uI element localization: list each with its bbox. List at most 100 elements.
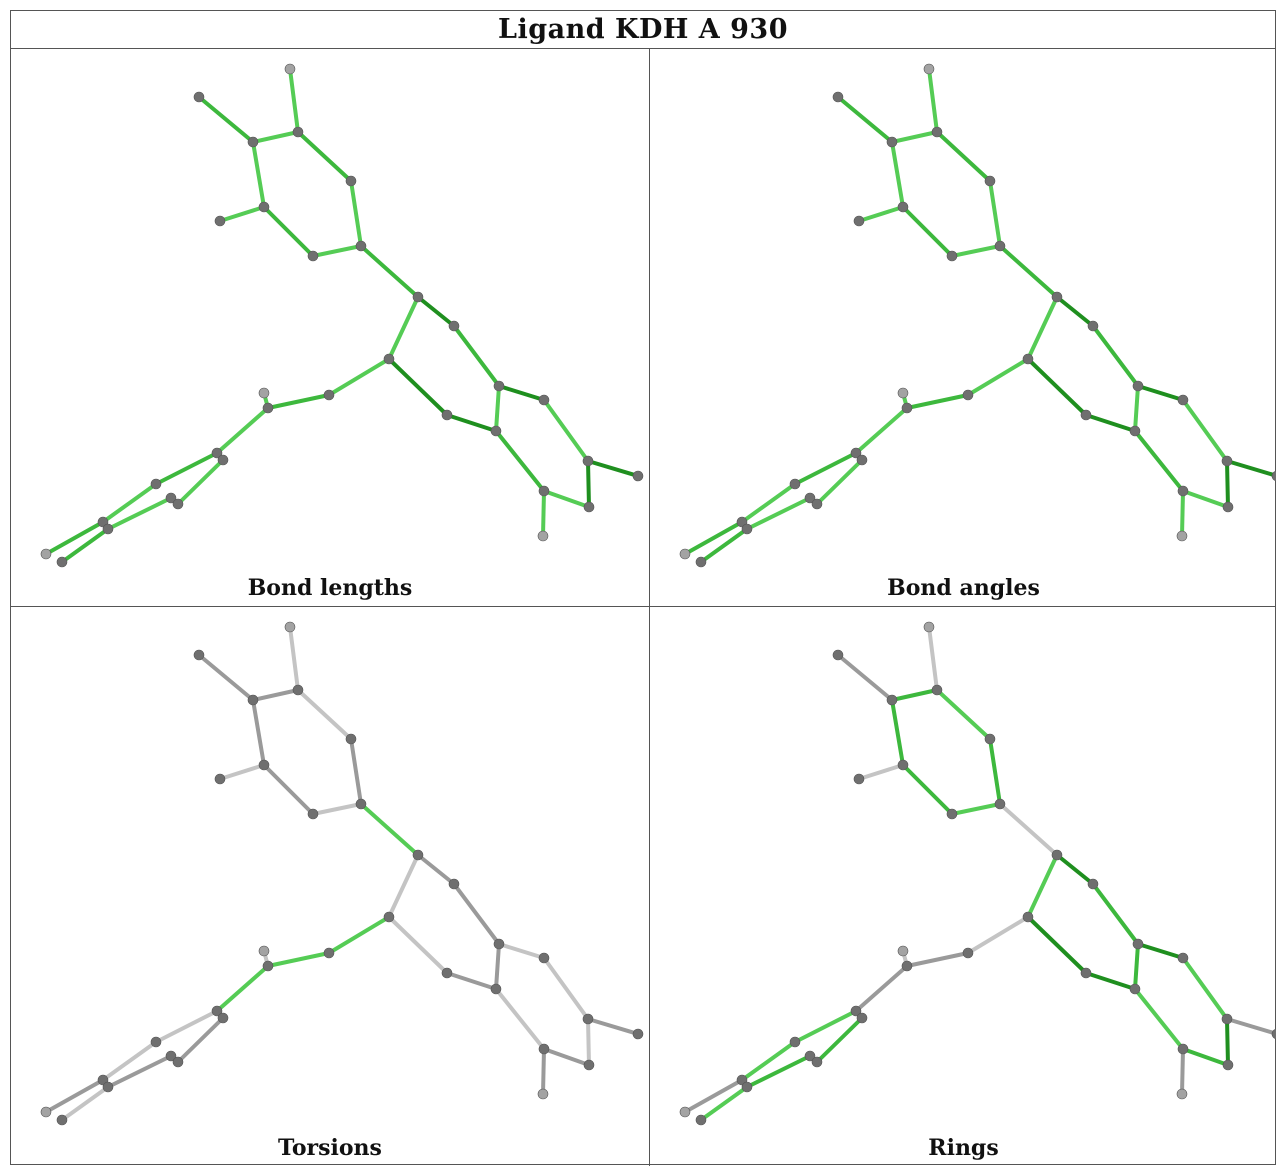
bond-a19-a27 (1133, 987, 1185, 1051)
atom-a21 (217, 454, 229, 466)
atom-a30 (741, 523, 753, 535)
atom-a10 (1051, 291, 1063, 303)
bond-a22-a29 (101, 482, 158, 524)
atom-a32 (56, 556, 68, 568)
bond-a3-a7 (890, 698, 905, 767)
bond-a21-a24 (176, 1016, 225, 1064)
atom-a14 (1177, 952, 1189, 964)
molecule-bond-lengths (40, 63, 644, 568)
atom-a30 (102, 1081, 114, 1093)
bond-a6-a7 (218, 205, 266, 223)
atom-a1 (923, 621, 935, 633)
bond-a13-a19 (494, 384, 501, 433)
atom-a27 (538, 1043, 550, 1055)
bond-a16-a20 (854, 964, 909, 1013)
atom-a10 (412, 291, 424, 303)
bond-a29-a31 (683, 1078, 744, 1114)
bond-a8-a9 (311, 244, 363, 258)
bond-a6-a7 (218, 763, 266, 781)
atom-a28 (583, 501, 595, 513)
atom-a7 (258, 759, 270, 771)
atom-a32 (695, 556, 707, 568)
atom-a3 (886, 694, 898, 706)
bond-a1-a4 (927, 625, 939, 692)
bond-a27-a33 (541, 489, 546, 538)
atom-a16 (262, 960, 274, 972)
atom-a18 (441, 409, 453, 421)
atom-a20 (850, 447, 862, 459)
atom-a31 (679, 548, 691, 560)
atom-a6 (214, 215, 226, 227)
bond-a4-a5 (296, 688, 353, 741)
atom-a3 (247, 136, 259, 148)
bond-a2-a3 (197, 95, 255, 144)
atom-a16 (262, 402, 274, 414)
molecule-graph (679, 621, 1276, 1126)
atom-a17 (258, 387, 270, 399)
bond-a9-a10 (998, 802, 1059, 857)
atom-a24 (811, 498, 823, 510)
bond-a14-a25 (542, 956, 590, 1021)
bond-a10-a11 (416, 853, 456, 886)
atom-a7 (897, 759, 909, 771)
caption-rings: Rings (928, 1135, 999, 1161)
bond-a12-a18 (387, 915, 449, 975)
bond-a3-a7 (251, 140, 266, 209)
atom-a13 (1132, 938, 1144, 950)
bond-a11-a13 (452, 324, 501, 388)
bond-a30-a32 (60, 1085, 110, 1122)
bond-a13-a19 (1133, 384, 1140, 433)
bond-a1-a4 (288, 67, 300, 134)
atom-a32 (695, 1114, 707, 1126)
atom-a9 (355, 240, 367, 252)
atom-a16 (901, 402, 913, 414)
bond-a3-a4 (890, 130, 939, 144)
atom-a18 (441, 967, 453, 979)
atom-a18 (1080, 967, 1092, 979)
atom-a11 (1087, 878, 1099, 890)
bond-a27-a33 (1180, 489, 1185, 538)
atom-a7 (897, 201, 909, 213)
bond-a21-a24 (815, 1016, 864, 1064)
bond-a11-a13 (452, 882, 501, 946)
bond-a16-a20 (854, 406, 909, 455)
atom-a4 (292, 126, 304, 138)
bond-a27-a28 (1181, 489, 1230, 509)
atom-a32 (56, 1114, 68, 1126)
atom-a12 (383, 353, 395, 365)
atom-a9 (355, 798, 367, 810)
panel-torsions: Torsions (11, 607, 650, 1166)
bond-a27-a28 (1181, 1047, 1230, 1067)
atom-a14 (538, 952, 550, 964)
bond-a29-a31 (683, 520, 744, 556)
bond-a13-a19 (494, 942, 501, 991)
atom-a16 (901, 960, 913, 972)
atom-a5 (345, 175, 357, 187)
bond-a25-a26 (1225, 459, 1276, 478)
atom-a5 (984, 175, 996, 187)
atom-a15 (323, 389, 335, 401)
bond-a8-a9 (311, 802, 363, 816)
atom-a2 (193, 649, 205, 661)
atom-a15 (962, 947, 974, 959)
atom-a4 (931, 684, 943, 696)
bond-a11-a13 (1091, 324, 1140, 388)
bond-a5-a9 (349, 179, 363, 248)
bond-a8-a9 (950, 802, 1002, 816)
atom-a18 (1080, 409, 1092, 421)
atom-a17 (258, 945, 270, 957)
bond-a10-a12 (387, 853, 420, 919)
atom-a24 (172, 1056, 184, 1068)
molecule-graph (40, 621, 644, 1126)
atom-a10 (412, 849, 424, 861)
atom-a5 (984, 733, 996, 745)
bond-a13-a14 (1136, 942, 1185, 960)
atom-a1 (284, 621, 296, 633)
atom-a26 (632, 470, 644, 482)
atom-a25 (1221, 455, 1233, 467)
bond-a3-a4 (251, 130, 300, 144)
atom-a20 (211, 1005, 223, 1017)
bond-a20-a22 (793, 451, 858, 486)
atom-a6 (214, 773, 226, 785)
atom-a12 (1022, 911, 1034, 923)
